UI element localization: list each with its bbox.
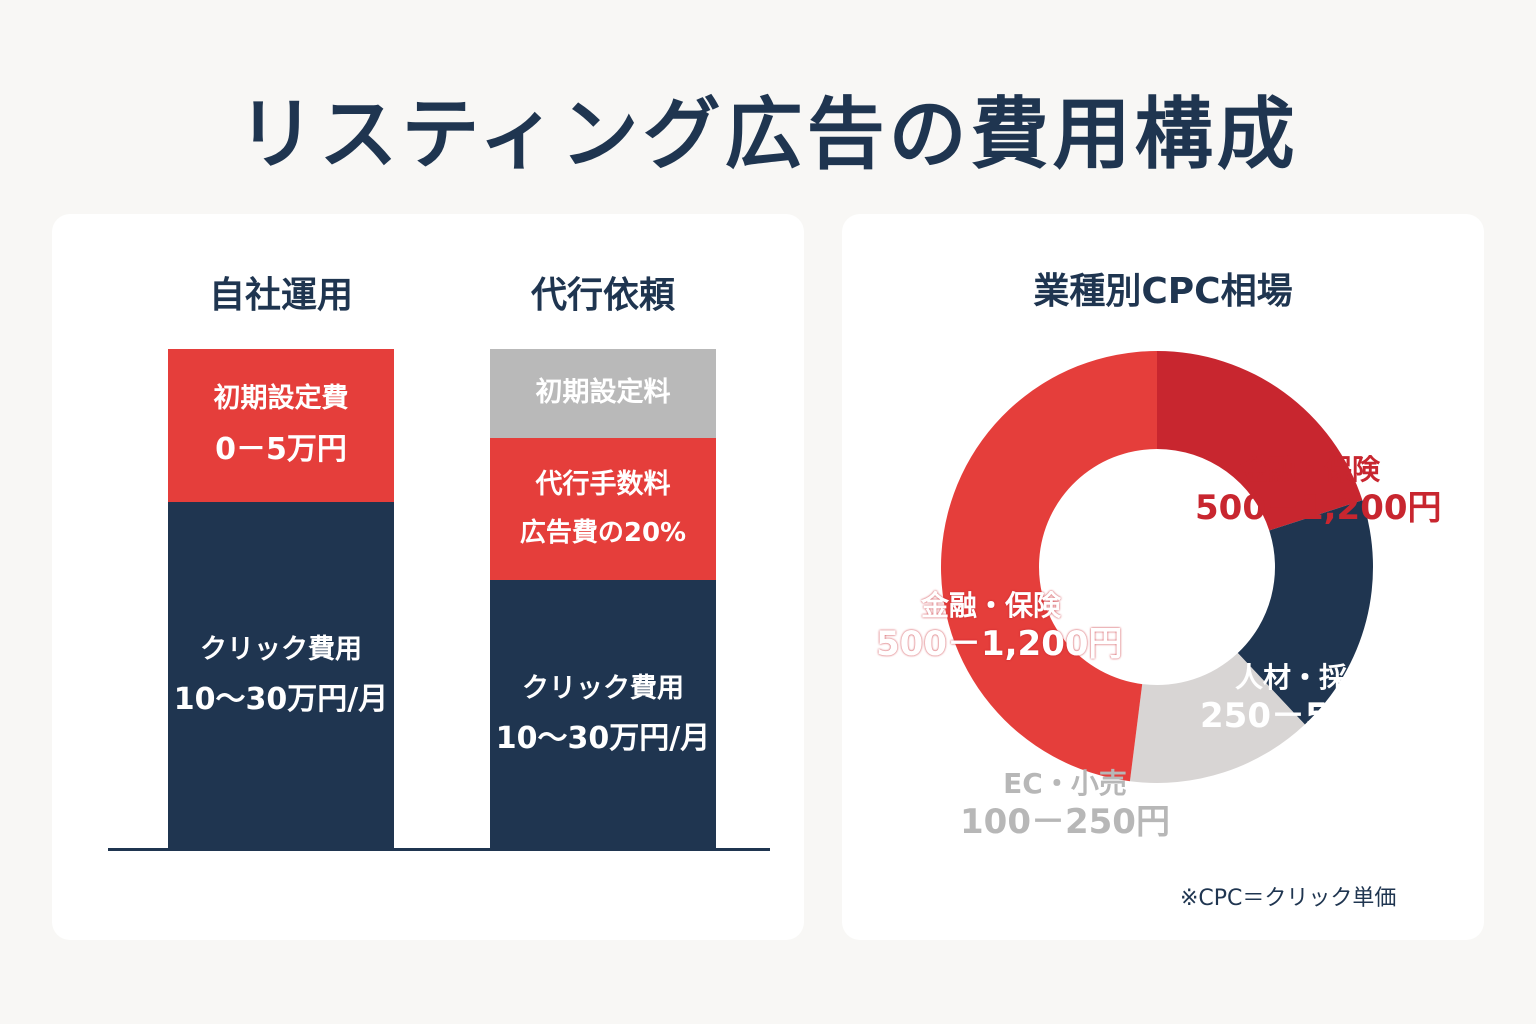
slice-value: 250－500円 bbox=[1200, 696, 1410, 736]
segment-label: 初期設定費 bbox=[213, 383, 349, 415]
donut-slice-1 bbox=[1237, 500, 1373, 725]
cpc-footnote: ※CPC＝クリック単価 bbox=[1180, 886, 1397, 911]
slice-label-ec: EC・小売 100－250円 bbox=[950, 766, 1180, 844]
bar-segment-click-cost: クリック費用 10～30万円/月 bbox=[168, 502, 394, 850]
slice-name: 人材・採用 bbox=[1234, 661, 1375, 694]
slice-name: 金融・保険 bbox=[920, 589, 1061, 622]
slice-label-finance-left: 金融・保険 500－1,200円 bbox=[876, 588, 1123, 666]
page-title: リスティング広告の費用構成 bbox=[237, 90, 1299, 180]
slice-value: 500－1,200円 bbox=[876, 624, 1123, 664]
bar-segment-agency-fee: 代行手数料 広告費の20% bbox=[490, 438, 716, 580]
bar-segment-initial-setup: 初期設定費 0－5万円 bbox=[168, 349, 394, 502]
bar-segment-initial-setup-fee: 初期設定料 bbox=[490, 349, 716, 438]
slice-value: 100－250円 bbox=[960, 802, 1170, 842]
segment-value: 10～30万円/月 bbox=[173, 682, 389, 718]
cpc-chart-title: 業種別CPC相場 bbox=[1033, 271, 1293, 312]
column-title-inhouse: 自社運用 bbox=[208, 275, 353, 316]
segment-value: 10～30万円/月 bbox=[495, 721, 711, 757]
segment-label: クリック費用 bbox=[522, 672, 684, 704]
segment-label: クリック費用 bbox=[200, 633, 362, 665]
slice-label-finance-right: 金融・保険 500－1,200円 bbox=[1195, 452, 1442, 530]
slice-label-hr: 人材・採用 250－500円 bbox=[1190, 660, 1420, 738]
segment-label: 初期設定料 bbox=[535, 377, 671, 409]
segment-label: 代行手数料 bbox=[535, 469, 671, 501]
donut-slice-3 bbox=[941, 351, 1157, 782]
segment-value: 0－5万円 bbox=[215, 431, 347, 467]
segment-value: 広告費の20% bbox=[519, 517, 687, 548]
donut-slice-0 bbox=[1157, 351, 1363, 531]
slice-value: 500－1,200円 bbox=[1195, 488, 1442, 528]
slice-name: EC・小売 bbox=[1003, 767, 1127, 800]
bar-segment-click-cost: クリック費用 10～30万円/月 bbox=[490, 580, 716, 850]
column-title-agency: 代行依頼 bbox=[530, 275, 675, 316]
slice-name: 金融・保険 bbox=[1239, 453, 1380, 486]
donut-slice-2 bbox=[1129, 653, 1305, 783]
chart-baseline bbox=[108, 848, 770, 851]
